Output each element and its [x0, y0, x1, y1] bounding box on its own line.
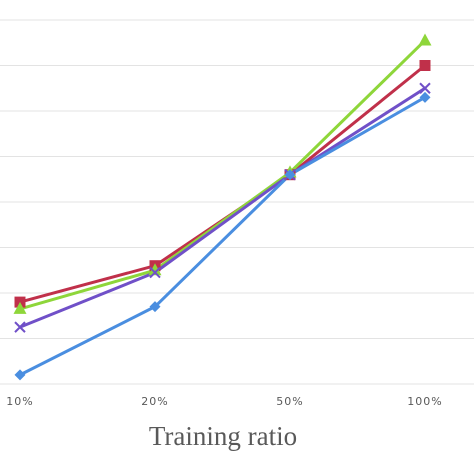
data-point-diamond [149, 301, 161, 313]
series-line-cross [18, 86, 427, 329]
markers-group [13, 33, 432, 381]
data-point-triangle [148, 263, 162, 276]
data-point-cross [14, 321, 26, 333]
series-line-diamond [18, 95, 427, 377]
data-point-cross [149, 266, 161, 279]
data-point-triangle [418, 33, 432, 46]
data-point-cross [419, 82, 431, 94]
data-point-triangle [13, 301, 27, 314]
data-point-diamond [14, 369, 26, 381]
data-point-diamond [284, 169, 296, 181]
x-tick-label: 100% [407, 395, 442, 408]
x-tick-label: 10% [6, 395, 33, 408]
x-tick-label: 20% [141, 395, 168, 408]
x-tick-label: 50% [276, 395, 303, 408]
grid-lines [0, 19, 474, 385]
x-tick-labels: 10% 20% 50% 100% [6, 395, 442, 408]
x-axis-title: Training ratio [149, 421, 297, 451]
data-point-square [419, 60, 431, 71]
data-point-diamond [419, 91, 431, 103]
series-line-triangle [18, 38, 427, 311]
series-group [18, 38, 427, 377]
